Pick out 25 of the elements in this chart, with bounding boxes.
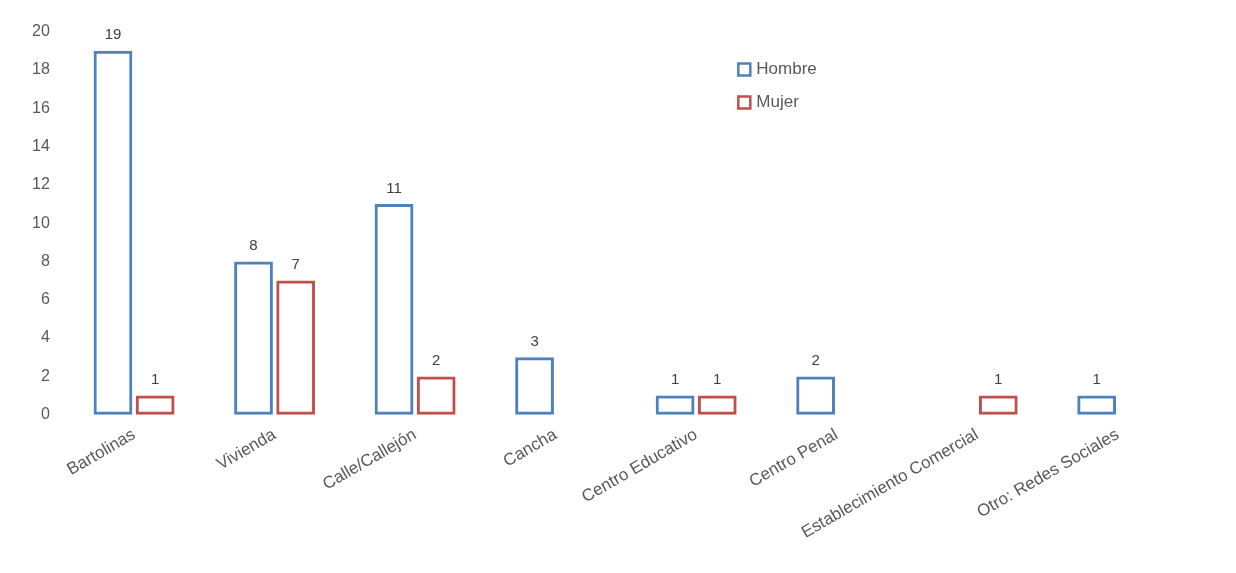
legend-label: Mujer [756, 92, 800, 112]
data-label: 2 [811, 351, 820, 369]
y-tick-label: 10 [32, 213, 50, 231]
data-label: 8 [249, 236, 258, 254]
y-tick-label: 4 [40, 328, 50, 346]
y-tick-label: 12 [32, 175, 50, 193]
y-tick-label: 2 [40, 366, 50, 384]
data-label: 1 [670, 370, 680, 388]
data-label: 7 [291, 255, 300, 273]
data-label: 1 [713, 370, 722, 388]
y-tick-label: 18 [32, 60, 50, 78]
y-tick-label: 16 [32, 98, 50, 116]
data-label: 1 [1092, 370, 1101, 388]
data-label: 1 [994, 370, 1003, 388]
y-tick-label: 20 [32, 22, 50, 40]
data-label: 11 [386, 178, 402, 196]
data-label: 2 [432, 351, 441, 369]
y-tick-label: 14 [32, 136, 50, 154]
y-tick-label: 6 [40, 290, 50, 308]
data-label: 19 [104, 25, 122, 43]
y-tick-label: 8 [40, 251, 50, 269]
y-tick-label: 0 [40, 405, 50, 423]
legend-label: Hombre [756, 59, 817, 79]
data-label: 1 [150, 370, 160, 388]
data-label: 3 [530, 331, 539, 349]
